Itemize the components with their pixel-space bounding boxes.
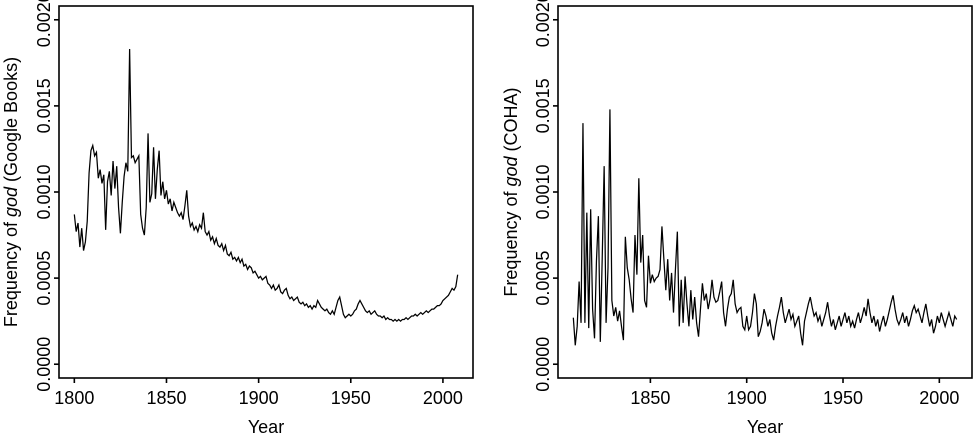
series-line-google-books bbox=[73, 49, 459, 323]
y-tick-label: 0.0015 bbox=[533, 78, 553, 133]
y-tick-label: 0.0000 bbox=[533, 337, 553, 392]
y-axis-title-suffix: (Google Books) bbox=[1, 57, 21, 187]
y-axis-title-italic-word: god bbox=[1, 186, 21, 217]
y-axis-title-prefix: Frequency of bbox=[1, 217, 21, 327]
x-tick-label: 1850 bbox=[146, 388, 186, 408]
chart-coha: 0.0000 0.0005 0.0010 0.0015 0.0020 1850 1900 19… bbox=[501, 0, 973, 436]
x-tick-label: 1900 bbox=[239, 388, 279, 408]
x-tick-label: 1900 bbox=[727, 388, 767, 408]
chart-google-books: 0.0000 0.0005 0.0010 0.0015 0.0020 1800 1850 19… bbox=[1, 0, 474, 436]
y-axis-title: Frequency of god (Google Books) bbox=[1, 57, 21, 327]
x-tick-label: 2000 bbox=[423, 388, 463, 408]
y-tick-label: 0.0010 bbox=[533, 164, 553, 219]
y-tick-label: 0.0005 bbox=[34, 251, 54, 306]
y-axis-title-suffix: (COHA) bbox=[501, 87, 521, 156]
y-tick-label: 0.0020 bbox=[34, 0, 54, 47]
y-tick-label: 0.0015 bbox=[34, 78, 54, 133]
x-tick-label: 1800 bbox=[54, 388, 94, 408]
x-tick-label: 1950 bbox=[823, 388, 863, 408]
y-axis-title-italic-word: god bbox=[501, 155, 521, 186]
y-tick-label: 0.0020 bbox=[533, 0, 553, 47]
y-tick-label: 0.0000 bbox=[34, 337, 54, 392]
series-line-coha bbox=[572, 109, 958, 346]
y-axis-title-prefix: Frequency of bbox=[501, 186, 521, 296]
x-axis-title: Year bbox=[747, 417, 783, 436]
y-tick-label: 0.0005 bbox=[533, 251, 553, 306]
x-tick-label: 2000 bbox=[919, 388, 959, 408]
plot-box bbox=[58, 5, 474, 379]
x-tick-label: 1850 bbox=[630, 388, 670, 408]
y-axis-title: Frequency of god (COHA) bbox=[501, 87, 521, 296]
x-axis-title: Year bbox=[248, 417, 284, 436]
y-tick-label: 0.0010 bbox=[34, 164, 54, 219]
x-tick-label: 1950 bbox=[331, 388, 371, 408]
